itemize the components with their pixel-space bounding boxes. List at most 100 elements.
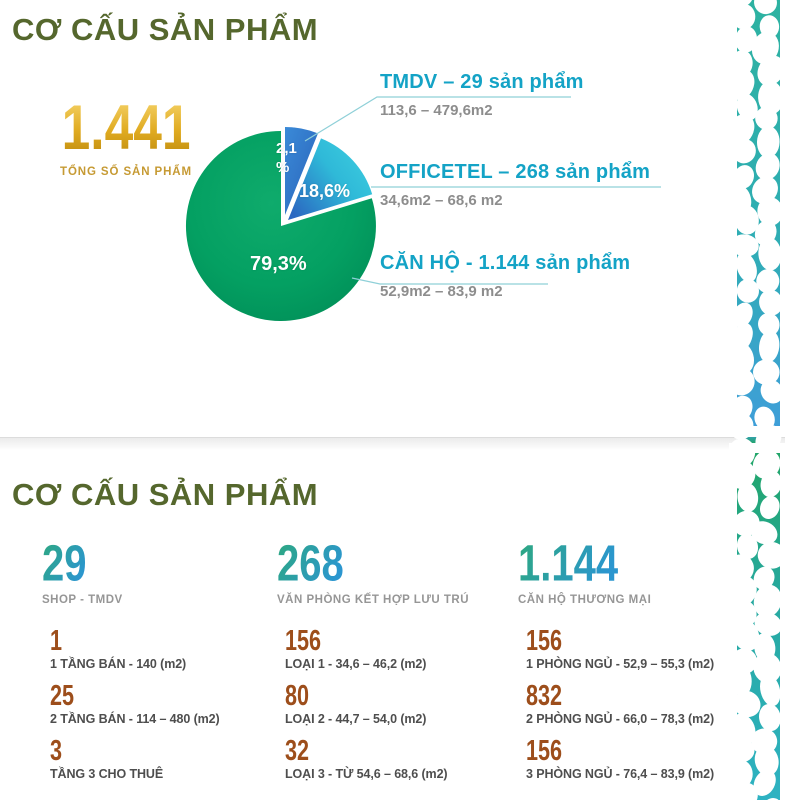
detail-label: 1 TẦNG BÁN - 140 (m2) (50, 657, 187, 671)
pebble-cell (752, 176, 778, 204)
pebble-cell (756, 126, 780, 158)
detail-label: LOẠI 2 - 44,7 – 54,0 (m2) (285, 712, 427, 726)
pebble-cell (729, 759, 753, 789)
detail-item: 25 2 TẦNG BÁN - 114 – 480 (m2) (50, 679, 278, 738)
pebble-cell (759, 703, 781, 732)
pebble-cell (735, 26, 758, 53)
column-label: SHOP - TMDV (42, 594, 123, 606)
detail-label: 2 TẦNG BÁN - 114 – 480 (m2) (50, 712, 220, 726)
legend-item-officetel: OFFICETEL – 268 sản phẩm 34,6m2 – 68,6 m… (380, 161, 710, 209)
pebble-cell (732, 782, 758, 800)
pebble-cell (729, 342, 755, 374)
pebble-cell (758, 312, 780, 336)
product-column-officetel: 268 VĂN PHÒNG KẾT HỢP LƯU TRÚ 156 LOẠI 1… (277, 537, 513, 781)
detail-value: 3 (50, 734, 63, 767)
page-title-top: CƠ CẤU SẢN PHẨM (12, 12, 319, 47)
detail-value: 25 (50, 679, 75, 712)
pebble-cell (760, 470, 782, 498)
pebble-pattern-strip (729, 0, 785, 800)
product-column-shop-tmdv: 29 SHOP - TMDV 1 1 TẦNG BÁN - 140 (m2) 2… (42, 537, 270, 781)
pebble-cell (754, 0, 777, 15)
pebble-cell (737, 482, 759, 512)
pebble-cell (729, 114, 755, 146)
pebble-cell (732, 666, 752, 697)
detail-label: LOẠI 1 - 34,6 – 46,2 (m2) (285, 657, 427, 671)
section-divider (0, 437, 785, 450)
legend-item-can-ho: CĂN HỘ - 1.144 sản phẩm 52,9m2 – 83,9 m2 (380, 252, 710, 300)
pebble-cell (760, 379, 783, 404)
column-details: 156 LOẠI 1 - 34,6 – 46,2 (m2) 80 LOẠI 2 … (285, 624, 521, 793)
pebble-cell (758, 330, 780, 363)
detail-item: 3 TẦNG 3 CHO THUÊ (50, 734, 278, 793)
pebble-cell (753, 566, 775, 590)
pebble-cell (753, 359, 780, 385)
detail-value: 156 (526, 734, 563, 767)
total-products-value: 1.441 (61, 91, 191, 163)
pebble-cell (736, 93, 758, 121)
legend-subtitle-can-ho: 52,9m2 – 83,9 m2 (380, 283, 503, 300)
pie-slice-label-can-ho: 79,3% (250, 253, 307, 275)
pebble-cell (757, 541, 785, 569)
detail-label: TẦNG 3 CHO THUÊ (50, 767, 164, 781)
pebble-cell (736, 279, 760, 303)
detail-item: 832 2 PHÒNG NGỦ - 66,0 – 78,3 (m2) (526, 681, 738, 738)
pebble-cell (754, 406, 775, 431)
pie-slice-officetel (288, 138, 373, 220)
leader-lines (304, 96, 661, 285)
pebble-cell (758, 237, 782, 271)
total-products-label: TỔNG SỐ SẢN PHẨM (60, 166, 192, 178)
column-label: CĂN HỘ THƯƠNG MẠI (518, 594, 652, 606)
pebble-cell (732, 302, 753, 328)
detail-value: 32 (285, 734, 310, 767)
pebble-cell (759, 674, 781, 707)
column-label: VĂN PHÒNG KẾT HỢP LƯU TRÚ (277, 594, 470, 606)
column-value: 1.144 (518, 534, 619, 592)
pebble-cell (730, 648, 757, 675)
pebble-cell (755, 153, 780, 180)
pebble-cell (754, 745, 779, 776)
pebble-cell (757, 197, 783, 226)
pebble-cell (736, 533, 759, 559)
pie-slice-label-tmdv: 2,1 % (276, 140, 297, 176)
detail-value: 80 (285, 679, 310, 712)
detail-item: 32 LOẠI 3 - TỪ 54,6 – 68,6 (m2) (285, 734, 521, 793)
pebble-cell (729, 713, 756, 746)
legend-subtitle-officetel: 34,6m2 – 68,6 m2 (380, 192, 503, 209)
pebble-cell (729, 69, 755, 100)
detail-value: 156 (526, 624, 563, 657)
pebble-cell (729, 0, 753, 7)
pebble-cell (729, 554, 754, 583)
detail-item: 156 1 PHÒNG NGỦ - 52,9 – 55,3 (m2) (526, 624, 738, 683)
pie-slice-tmdv (285, 126, 318, 215)
column-value: 29 (42, 534, 87, 592)
product-column-can-ho: 1.144 CĂN HỘ THƯƠNG MẠI 156 1 PHÒNG NGỦ … (518, 537, 730, 781)
pebble-cell (729, 460, 756, 489)
detail-item: 80 LOẠI 2 - 44,7 – 54,0 (m2) (285, 679, 521, 738)
total-products-block: 1.441 TỔNG SỐ SẢN PHẨM (25, 96, 227, 178)
pebble-cell (732, 619, 760, 652)
detail-label: 2 PHÒNG NGỦ - 66,0 – 78,3 (m2) (526, 712, 715, 726)
detail-value: 156 (285, 624, 322, 657)
pebble-cell (732, 138, 756, 164)
pebble-cell (757, 55, 785, 86)
pebble-cell (758, 80, 784, 115)
pebble-cell (753, 769, 776, 797)
column-details: 156 1 PHÒNG NGỦ - 52,9 – 55,3 (m2) 832 2… (526, 624, 738, 793)
page-title-bottom: CƠ CẤU SẢN PHẨM (12, 477, 319, 512)
pebble-cell (736, 252, 757, 283)
pebble-cell (759, 495, 780, 520)
legend-item-tmdv: TMDV – 29 sản phẩm 113,6 – 479,6m2 (380, 71, 710, 119)
pebble-cell (756, 269, 780, 294)
pebble-cell (729, 367, 755, 396)
pebble-cell (753, 652, 782, 684)
legend-title-can-ho: CĂN HỘ - 1.144 sản phẩm (380, 252, 631, 274)
pie-slice-label-officetel: 18,6% (299, 181, 351, 201)
detail-label: 3 PHÒNG NGỦ - 76,4 – 83,9 (m2) (526, 767, 715, 781)
pebble-cell (755, 106, 778, 130)
leader-line-can-ho (351, 277, 548, 285)
pebble-cell (730, 234, 759, 257)
pie-chart (185, 96, 661, 321)
detail-label: 1 PHÒNG NGỦ - 52,9 – 55,3 (m2) (526, 657, 715, 671)
detail-item: 156 3 PHÒNG NGỦ - 76,4 – 83,9 (m2) (526, 734, 738, 793)
